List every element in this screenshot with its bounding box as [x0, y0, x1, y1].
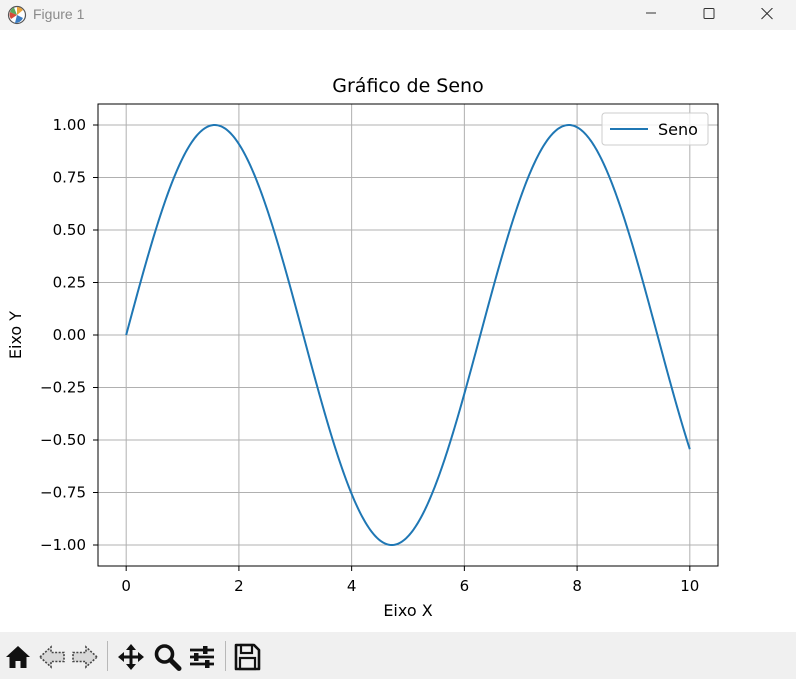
toolbar-separator — [107, 641, 108, 671]
legend-box — [601, 112, 709, 146]
x-tick-label: 2 — [234, 577, 244, 595]
save-button[interactable] — [232, 642, 262, 672]
y-tick-label: −1.00 — [40, 536, 86, 554]
legend: Seno — [601, 112, 709, 146]
pan-button[interactable] — [116, 642, 146, 672]
y-tick-label: 0.25 — [53, 274, 86, 292]
configure-subplots-icon — [190, 646, 214, 668]
x-tick-label: 10 — [680, 577, 699, 595]
y-tick-label: 0.50 — [53, 221, 86, 239]
navigation-toolbar — [0, 632, 796, 679]
app-icon — [6, 4, 28, 26]
x-tick-label: 0 — [121, 577, 131, 595]
y-tick-label: −0.75 — [40, 484, 86, 502]
minimize-button[interactable] — [622, 0, 680, 30]
back-icon — [38, 645, 65, 669]
maximize-button[interactable] — [680, 0, 738, 30]
y-tick-label: 0.00 — [53, 326, 86, 344]
figure-canvas[interactable]: 0 2 4 6 8 10 1.00 0.75 0.50 0.25 0.00 −0.25 −0.50 −0.… — [0, 30, 796, 632]
ticks: 0 2 4 6 8 10 1.00 0.75 0.50 0.25 0.00 −0.25 −0.50 −0.… — [40, 116, 699, 595]
y-tick-label: 0.75 — [53, 169, 86, 187]
forward-icon — [72, 645, 99, 669]
window-titlebar: Figure 1 — [0, 0, 796, 30]
series-lines — [125, 123, 691, 546]
toolbar-separator — [225, 641, 226, 671]
zoom-icon — [154, 644, 182, 671]
forward-button[interactable] — [70, 642, 100, 672]
window-title: Figure 1 — [33, 6, 85, 22]
grid — [98, 104, 718, 566]
x-axis-label: Eixo X — [383, 601, 432, 620]
legend-label-seno: Seno — [658, 120, 698, 139]
y-axis-label: Eixo Y — [6, 311, 25, 359]
series-line-seno — [125, 123, 691, 546]
y-tick-label: 1.00 — [53, 116, 86, 134]
minimize-icon — [646, 12, 656, 14]
chart-title: Gráfico de Seno — [332, 75, 483, 97]
home-icon — [6, 646, 30, 668]
close-button[interactable] — [738, 0, 796, 30]
home-button[interactable] — [3, 642, 33, 672]
y-tick-label: −0.50 — [40, 431, 86, 449]
configure-subplots-button[interactable] — [187, 642, 217, 672]
sine-chart: 0 2 4 6 8 10 1.00 0.75 0.50 0.25 0.00 −0.25 −0.50 −0.… — [6, 75, 719, 620]
x-tick-label: 4 — [347, 577, 357, 595]
zoom-button[interactable] — [152, 642, 182, 672]
x-tick-label: 8 — [572, 577, 582, 595]
x-tick-label: 6 — [460, 577, 470, 595]
pan-icon — [118, 644, 144, 670]
save-icon — [234, 643, 261, 671]
maximize-icon — [703, 8, 715, 19]
back-button[interactable] — [37, 642, 67, 672]
close-icon — [761, 8, 773, 20]
y-tick-label: −0.25 — [40, 379, 86, 397]
